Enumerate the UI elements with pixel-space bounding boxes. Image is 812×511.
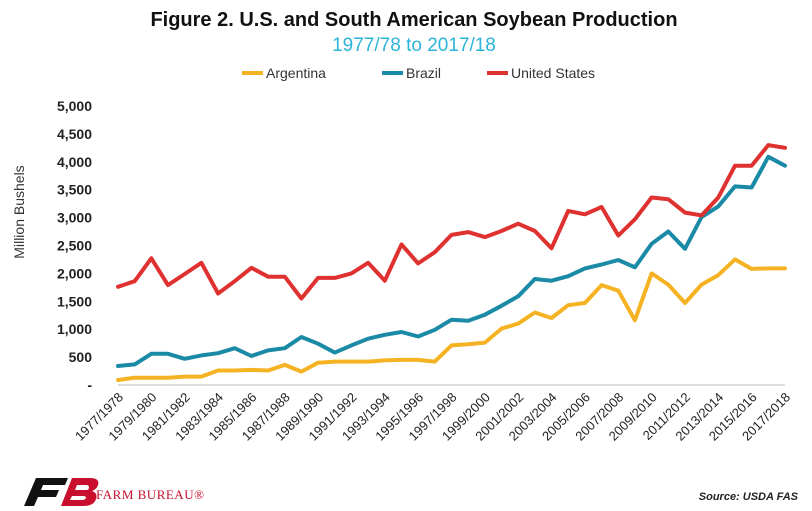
y-tick-label: 2,500 [57,238,92,254]
y-axis: - 500 1,000 1,500 2,000 2,500 3,000 3,500 4,000 4… [57,98,92,393]
legend-label: Brazil [406,65,441,81]
source-note: Source: USDA FAS [699,491,799,503]
x-axis: 1977/19781979/19801981/19821983/19841985… [72,390,793,444]
farm-bureau-logo-icon [24,478,99,506]
y-tick-label: 4,000 [57,154,92,170]
y-tick-label: 1,000 [57,321,92,337]
legend: Argentina Brazil United States [242,65,595,81]
y-tick-label: 500 [69,349,93,365]
y-tick-label: 5,000 [57,98,92,114]
y-tick-label: 3,500 [57,182,92,198]
chart-title: Figure 2. U.S. and South American Soybea… [150,9,677,31]
series-line-united-states [116,143,787,301]
y-tick-label: 4,500 [57,126,92,142]
y-tick-label: 2,000 [57,265,92,281]
chart-subtitle: 1977/78 to 2017/18 [332,35,496,56]
legend-label: United States [511,65,595,81]
y-tick-label: 1,500 [57,293,92,309]
legend-label: Argentina [266,65,326,81]
brand-name: FARM BUREAU® [96,487,204,502]
series-line-argentina [116,257,787,382]
y-axis-label: Million Bushels [11,165,27,258]
plot-area [116,143,787,382]
series-line-brazil [116,154,787,368]
y-tick-label: 3,000 [57,210,92,226]
y-tick-label: - [87,377,92,393]
